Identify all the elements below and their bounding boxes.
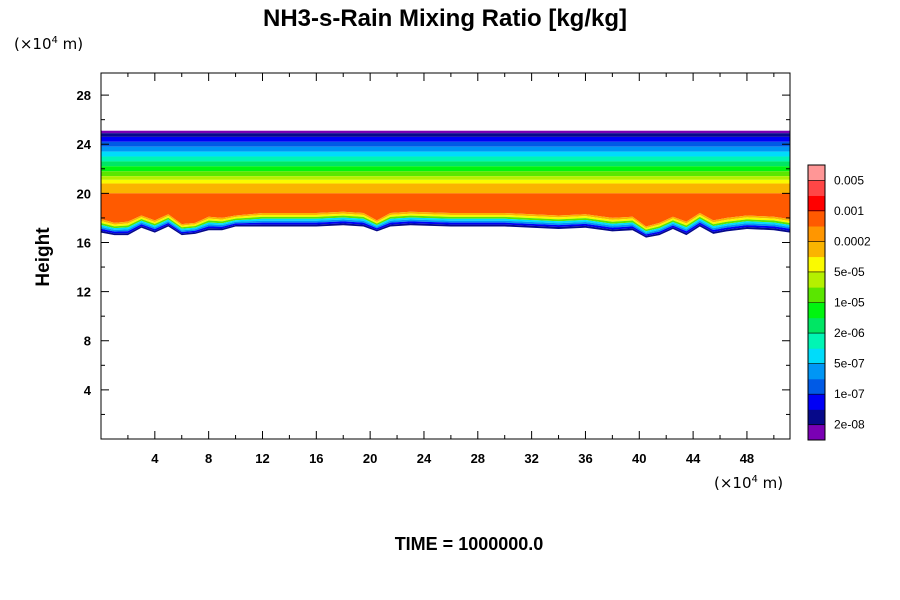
y-tick-label: 4 bbox=[84, 383, 92, 398]
contour-band bbox=[101, 183, 790, 194]
y-tick-label: 20 bbox=[77, 186, 91, 201]
x-tick-label: 48 bbox=[740, 451, 754, 466]
contour-band bbox=[101, 133, 790, 137]
contour-band bbox=[101, 179, 790, 184]
cloud-layer bbox=[101, 130, 790, 238]
colorbar-swatch bbox=[808, 165, 825, 181]
y-axis-unit: (×104 m) bbox=[14, 35, 83, 53]
y-tick-label: 24 bbox=[77, 137, 92, 152]
x-tick-label: 16 bbox=[309, 451, 323, 466]
colorbar-label: 0.001 bbox=[834, 204, 864, 218]
x-tick-label: 44 bbox=[686, 451, 701, 466]
colorbar-swatch bbox=[808, 363, 825, 380]
colorbar-swatch bbox=[808, 271, 825, 288]
contour-band bbox=[101, 199, 790, 227]
contour-band bbox=[101, 130, 790, 134]
colorbar-swatch bbox=[808, 394, 825, 410]
colorbar-swatch bbox=[808, 226, 825, 242]
y-tick-label: 28 bbox=[77, 88, 91, 103]
colorbar-label: 5e-05 bbox=[834, 265, 865, 279]
x-axis-unit: (×104 m) bbox=[714, 474, 783, 492]
y-tick-label: 8 bbox=[84, 334, 91, 349]
contour-band bbox=[101, 136, 790, 142]
x-tick-label: 40 bbox=[632, 451, 646, 466]
colorbar-swatch bbox=[808, 210, 825, 227]
colorbar-label: 2e-08 bbox=[834, 418, 865, 432]
colorbar-label: 2e-06 bbox=[834, 326, 865, 340]
colorbar-swatch bbox=[808, 317, 825, 334]
contour-band bbox=[101, 141, 790, 147]
x-tick-label: 24 bbox=[417, 451, 432, 466]
x-tick-label: 8 bbox=[205, 451, 212, 466]
plot-background bbox=[101, 73, 790, 439]
colorbar-label: 0.0002 bbox=[834, 234, 871, 248]
x-tick-label: 12 bbox=[255, 451, 269, 466]
colorbar: 2e-08 1e-07 5e-07 2e-06 1e-05 5e-05 0.0002 0.00… bbox=[807, 164, 871, 441]
x-tick-label: 36 bbox=[578, 451, 592, 466]
colorbar-swatch bbox=[808, 180, 825, 196]
contour-band bbox=[101, 146, 790, 152]
plot-frame bbox=[100, 72, 791, 440]
contour-band bbox=[101, 223, 790, 238]
contour-band bbox=[101, 166, 790, 172]
colorbar-swatch bbox=[808, 256, 825, 273]
y-tick-label: 12 bbox=[77, 285, 91, 300]
contour-band bbox=[101, 151, 790, 157]
contour-band bbox=[101, 156, 790, 162]
colorbar-swatch bbox=[808, 333, 825, 349]
colorbar-label: 0.005 bbox=[834, 173, 864, 187]
y-tick-label: 16 bbox=[77, 235, 91, 250]
chart-title: NH3-s-Rain Mixing Ratio [kg/kg] bbox=[263, 5, 627, 32]
time-label: TIME = 1000000.0 bbox=[395, 534, 544, 554]
x-tick-label: 4 bbox=[151, 451, 159, 466]
x-tick-label: 28 bbox=[471, 451, 485, 466]
contour-band bbox=[101, 219, 790, 235]
contour-band bbox=[101, 161, 790, 167]
colorbar-label: 5e-07 bbox=[834, 357, 865, 371]
y-axis-label: Height bbox=[33, 227, 54, 287]
colorbar-swatch bbox=[808, 287, 825, 303]
colorbar-swatch bbox=[808, 302, 825, 319]
colorbar-label: 1e-07 bbox=[834, 387, 865, 401]
contour-band bbox=[101, 176, 790, 180]
colorbar-label: 1e-05 bbox=[834, 296, 865, 310]
colorbar-swatch bbox=[808, 241, 825, 258]
colorbar-swatch bbox=[808, 409, 825, 426]
contour-band bbox=[101, 171, 790, 177]
x-tick-label: 20 bbox=[363, 451, 377, 466]
colorbar-swatch bbox=[808, 195, 825, 212]
colorbar-swatch bbox=[808, 378, 825, 395]
colorbar-swatch bbox=[808, 424, 825, 441]
colorbar-swatch bbox=[808, 348, 825, 365]
contour-band bbox=[101, 221, 790, 236]
x-tick-label: 32 bbox=[524, 451, 538, 466]
